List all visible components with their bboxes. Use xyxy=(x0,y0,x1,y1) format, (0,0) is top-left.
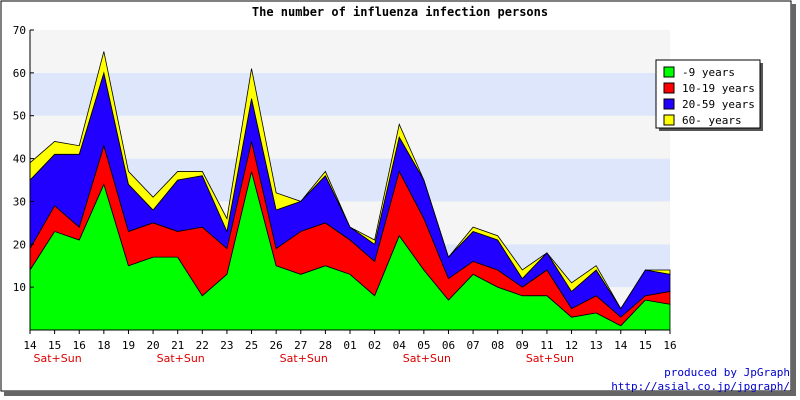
x-tick-label: 01 xyxy=(343,339,356,352)
legend-swatch xyxy=(663,98,675,110)
x-tick-label: 21 xyxy=(171,339,184,352)
x-tick-label: 15 xyxy=(639,339,652,352)
grid-band xyxy=(30,72,670,116)
grid-band xyxy=(30,30,670,73)
x-tick-label: 07 xyxy=(466,339,479,352)
area-series-4 xyxy=(29,51,671,310)
weekend-label: Sat+Sun xyxy=(280,352,328,365)
weekend-label: Sat+Sun xyxy=(34,352,82,365)
legend-swatch xyxy=(663,82,675,94)
x-tick-label: 13 xyxy=(590,339,603,352)
legend-label: 20-59 years xyxy=(682,98,755,111)
legend: -9 years 10-19 years 20-59 years 60- years xyxy=(655,59,763,131)
x-tick-label: 02 xyxy=(368,339,381,352)
x-tick-label: 16 xyxy=(663,339,676,352)
chart-title: The number of influenza infection person… xyxy=(252,5,548,19)
x-tick-label: 19 xyxy=(122,339,135,352)
x-tick-label: 04 xyxy=(393,339,407,352)
y-tick-labels: 10 20 30 40 50 60 70 xyxy=(13,24,26,294)
y-tick-label: 50 xyxy=(13,110,26,123)
x-tick-label: 05 xyxy=(417,339,430,352)
x-tick-label: 18 xyxy=(97,339,110,352)
x-tick-label: 25 xyxy=(245,339,258,352)
credit-url[interactable]: http://asial.co.jp/jpgraph/ xyxy=(611,380,790,393)
x-tick-label: 09 xyxy=(516,339,529,352)
x-tick-label: 06 xyxy=(442,339,455,352)
x-tick-labels: 14 15 16 18 19 20 21 22 23 25 26 27 28 01 02 04 05 06 07 08… xyxy=(23,339,676,365)
weekend-label: Sat+Sun xyxy=(403,352,451,365)
x-tick-label: 27 xyxy=(294,339,307,352)
x-tick-label: 12 xyxy=(565,339,578,352)
axes xyxy=(29,29,671,334)
y-tick-label: 10 xyxy=(13,281,26,294)
legend-label: 60- years xyxy=(682,114,742,127)
x-tick-label: 14 xyxy=(614,339,628,352)
grid-band xyxy=(30,115,670,159)
x-tick-label: 14 xyxy=(23,339,37,352)
legend-swatch xyxy=(663,66,675,78)
x-tick-label: 20 xyxy=(146,339,159,352)
x-tick-label: 11 xyxy=(540,339,553,352)
y-tick-label: 40 xyxy=(13,153,26,166)
x-tick-label: 16 xyxy=(73,339,86,352)
credit-line-1: produced by JpGraph xyxy=(664,366,790,379)
y-tick-label: 20 xyxy=(13,238,26,251)
x-tick-label: 08 xyxy=(491,339,504,352)
y-tick-label: 30 xyxy=(13,195,26,208)
x-tick-label: 22 xyxy=(196,339,209,352)
legend-label: -9 years xyxy=(682,66,735,79)
x-tick-label: 15 xyxy=(48,339,61,352)
y-tick-label: 70 xyxy=(13,24,26,37)
weekend-label: Sat+Sun xyxy=(526,352,574,365)
legend-swatch xyxy=(663,114,675,126)
x-tick-label: 28 xyxy=(319,339,332,352)
x-tick-label: 26 xyxy=(270,339,283,352)
y-tick-label: 60 xyxy=(13,67,26,80)
x-tick-label: 23 xyxy=(220,339,233,352)
weekend-label: Sat+Sun xyxy=(157,352,205,365)
legend-label: 10-19 years xyxy=(682,82,755,95)
